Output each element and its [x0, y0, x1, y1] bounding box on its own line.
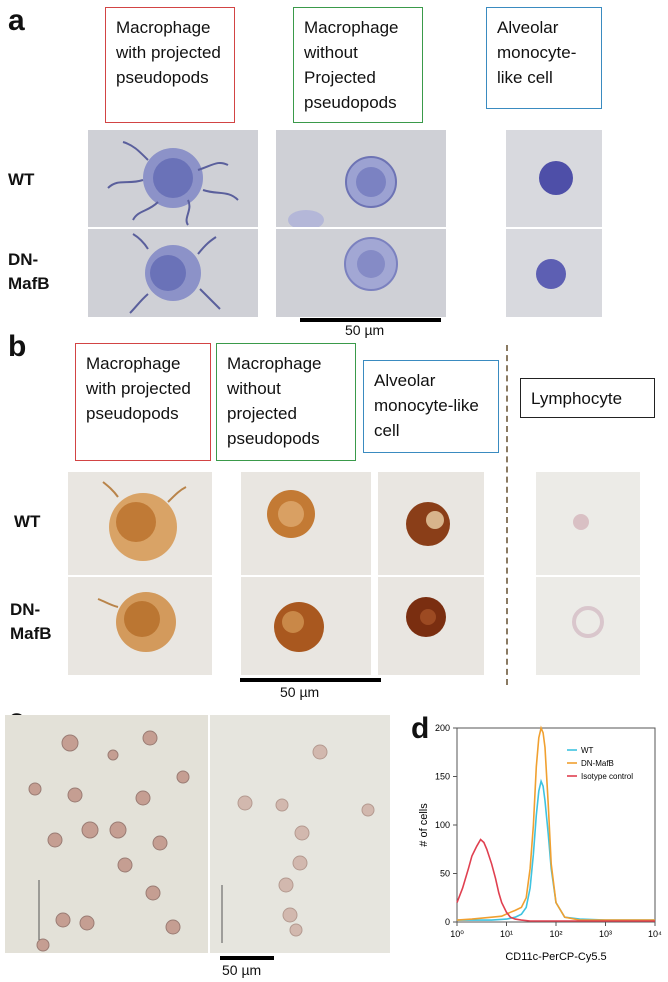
panel-a-row-dnmafb-text: DN-MafB — [8, 250, 50, 293]
micrograph-b-wt-no-pseudopods — [241, 472, 371, 575]
micrograph-a-wt-no-pseudopods — [276, 130, 446, 227]
panel-a-header-1: Macrophage with projected pseudopods — [105, 7, 235, 123]
panel-b-header-2: Macrophage without projected pseudopods — [216, 343, 356, 461]
panel-b-header-4-text: Lymphocyte — [531, 389, 623, 408]
panel-c-scale-label: 50 µm — [222, 962, 262, 978]
x-axis-label: CD11c-PerCP-Cy5.5 — [505, 951, 606, 963]
y-axis-label: # of cells — [418, 803, 430, 847]
micrograph-c-wt — [5, 715, 208, 953]
panel-b-header-3: Alveolar monocyte-like cell — [363, 360, 499, 453]
cd11c-histogram: 0 50 100 150 200 10⁰ 10¹ 10² 10³ 10⁴ CD11c-PerCP-C… — [418, 723, 662, 963]
x-tick-label: 10² — [549, 929, 562, 939]
micrograph-b-dnmafb-lymphocyte — [536, 577, 640, 675]
cell-image — [536, 259, 566, 289]
panel-a-label: a — [8, 4, 25, 37]
legend-label: WT — [581, 746, 594, 755]
panel-b-header-1-text: Macrophage with projected pseudopods — [86, 354, 191, 423]
panel-c-scale-bar — [220, 956, 274, 960]
panel-d-label: d — [411, 712, 430, 745]
y-tick-label: 200 — [435, 723, 450, 733]
panel-b-row-wt: WT — [14, 512, 41, 531]
legend-label: DN-MafB — [581, 759, 614, 768]
panel-a-header-2: Macrophage without Projected pseudopods — [293, 7, 423, 123]
y-tick-label: 50 — [440, 869, 450, 879]
micrograph-b-dnmafb-pseudopods — [68, 577, 212, 675]
panel-b-header-4: Lymphocyte — [520, 378, 655, 418]
x-tick-label: 10¹ — [500, 929, 513, 939]
cell-image — [344, 237, 398, 291]
panel-b-scale-bar — [240, 678, 381, 682]
micrograph-a-dnmafb-monocyte — [506, 229, 602, 317]
panel-a-header-1-text: Macrophage with projected pseudopods — [116, 18, 221, 87]
panel-a-row-wt: WT — [8, 170, 35, 189]
panel-b-scale-label: 50 µm — [280, 684, 320, 700]
x-tick-label: 10⁰ — [450, 929, 464, 939]
cell-image — [539, 161, 573, 195]
panel-a-scale-label: 50 µm — [345, 322, 385, 338]
series-line-isotype-control — [456, 838, 655, 922]
cell-image — [572, 606, 604, 638]
cell-image — [406, 502, 450, 546]
micrograph-b-wt-lymphocyte — [536, 472, 640, 575]
micrograph-a-dnmafb-no-pseudopods — [276, 229, 446, 317]
cell-image — [274, 602, 324, 652]
panel-b-row-dnmafb: DN-MafB — [10, 598, 70, 646]
micrograph-b-wt-pseudopods — [68, 472, 212, 575]
cell-image — [406, 597, 446, 637]
panel-b-header-3-text: Alveolar monocyte-like cell — [374, 371, 479, 440]
panel-b-label: b — [8, 330, 27, 363]
micrograph-a-dnmafb-pseudopods — [88, 229, 258, 317]
micrograph-b-dnmafb-monocyte — [378, 577, 484, 675]
micrograph-c-dnmafb — [210, 715, 390, 953]
cell-image — [107, 141, 239, 226]
micrograph-b-dnmafb-no-pseudopods — [241, 577, 371, 675]
micrograph-a-wt-pseudopods — [88, 130, 258, 227]
cell-image — [573, 514, 589, 530]
plot-frame — [456, 727, 656, 923]
micrograph-b-wt-monocyte — [378, 472, 484, 575]
panel-b-header-2-text: Macrophage without projected pseudopods — [227, 354, 322, 448]
x-tick-label: 10⁴ — [648, 929, 662, 939]
panel-a-header-3: Alveolar monocyte-like cell — [486, 7, 602, 109]
cell-image — [267, 490, 315, 538]
legend-label: Isotype control — [581, 772, 633, 781]
micrograph-a-wt-monocyte — [506, 130, 602, 227]
y-tick-label: 100 — [435, 820, 450, 830]
series-line-dn-mafb — [456, 725, 655, 921]
panel-a-header-3-text: Alveolar monocyte-like cell — [497, 18, 577, 87]
x-tick-label: 10³ — [599, 929, 612, 939]
panel-a-header-2-text: Macrophage without Projected pseudopods — [304, 18, 399, 112]
panel-b-row-dnmafb-text: DN-MafB — [10, 600, 52, 643]
panel-b-header-1: Macrophage with projected pseudopods — [75, 343, 211, 461]
panel-a-row-dnmafb: DN-MafB — [8, 248, 68, 296]
panel-a-scale-bar — [300, 318, 441, 322]
cell-image — [129, 233, 221, 314]
cell-image — [288, 156, 397, 227]
cell-image — [97, 592, 176, 652]
cell-field-image — [28, 730, 190, 952]
divider-dashed — [506, 345, 508, 685]
cell-image — [102, 481, 187, 561]
y-tick-label: 0 — [445, 917, 450, 927]
cell-field-image — [221, 744, 375, 943]
y-tick-label: 150 — [435, 772, 450, 782]
